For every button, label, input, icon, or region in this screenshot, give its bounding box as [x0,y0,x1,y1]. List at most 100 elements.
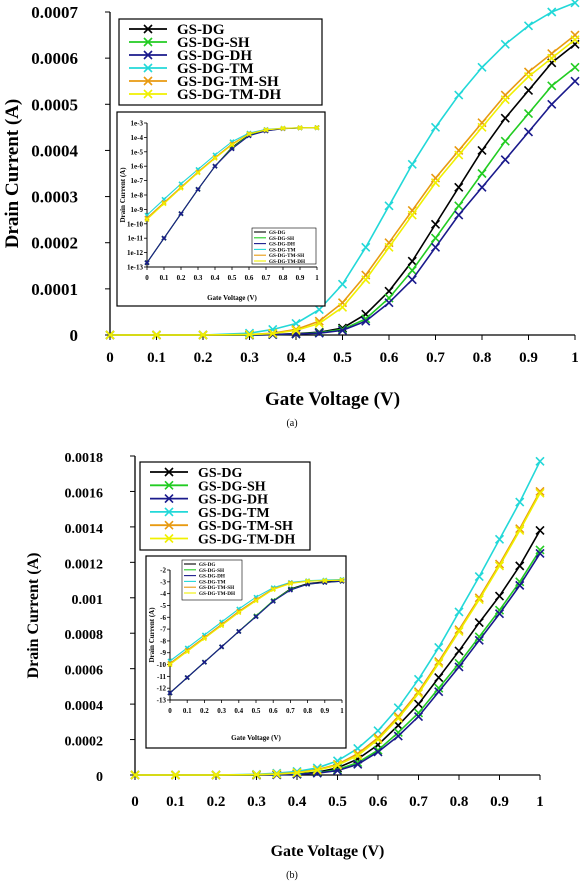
data-point-marker [570,76,580,86]
inset-data-point-marker [236,628,242,635]
inset-x-axis-label: Gate Voltage (V) [231,734,281,742]
inset-y-tick-label: 1e-11 [127,235,143,243]
inset-data-point-marker [263,127,269,133]
data-point-marker [477,168,487,179]
data-point-marker [535,486,545,497]
inset-legend-label: GS-DG-DH [199,574,225,580]
inset-series-gs-dg-tm-dh [167,577,345,668]
inset-data-point-marker [178,211,184,217]
y-tick-label: 0.0005 [31,95,78,114]
legend-item: GS-DG-TM [150,506,270,521]
data-point-marker [454,607,464,617]
inset-data-point-marker [195,170,201,176]
legend-item: GS-DG-TM-SH [129,74,279,90]
series-gs-dg-tm-dh [105,35,580,340]
inset-data-point-marker [270,586,276,593]
series-gs-dg-tm-dh [130,488,545,780]
data-point-marker [413,688,424,699]
inset-x-tick-label: 0.8 [279,274,288,282]
inset-y-tick-label: -9 [160,649,166,657]
legend-item: GS-DG [129,22,225,38]
inset-x-tick-label: 0.1 [183,707,192,715]
x-tick-label: 0.5 [328,794,347,810]
inset-x-tick-label: 1 [340,707,344,715]
legend-label: GS-DG-TM-SH [198,519,293,534]
legend-swatch-marker [143,50,153,60]
inset-chart: 0 0.1 0.2 0.3 0.4 0.5 0.6 0.7 0.8 0.9 1 1e-3 1e-4 1e-… [116,111,326,307]
inset-y-tick-label: 1e-7 [131,177,144,185]
data-point-marker [535,548,545,559]
inset-data-point-marker [184,647,190,653]
y-tick-label: 0.0008 [65,628,104,643]
inset-data-point-marker [270,598,276,604]
x-axis-label: Gate Voltage (V) [265,389,400,410]
y-tick-label: 0.0004 [65,699,104,714]
legend-item: GS-DG-SH [129,35,250,51]
inset-data-point-marker [178,185,184,191]
data-point-marker [430,242,441,252]
data-point-marker [407,265,417,275]
inset-data-point-marker [144,260,150,266]
x-tick-label: 0.6 [369,794,388,810]
inset-data-point-marker [280,125,286,131]
inset-legend-label: GS-DG-TM-DH [199,591,235,597]
data-point-marker [454,626,464,637]
x-tick-label: 1 [571,350,579,366]
legend-box [139,461,311,551]
data-point-marker [454,210,464,220]
x-tick-label: 0.3 [240,350,259,366]
inset-legend-label: GS-DG-TM-SH [199,585,234,591]
inset-data-point-marker [161,201,167,207]
data-point-marker [570,62,580,72]
data-point-marker [393,727,403,738]
data-point-marker [353,759,363,769]
inset-data-point-marker [305,578,311,584]
data-point-marker [515,561,525,571]
data-point-marker [434,642,444,652]
data-point-marker [547,7,557,17]
inset-y-tick-label: 1e-3 [131,120,144,128]
data-point-marker [244,329,255,340]
inset-y-tick-label: -10 [157,661,167,669]
data-point-marker [393,720,403,730]
legend-swatch-marker [143,76,153,86]
inset-legend-label: GS-DG-TM-DH [269,259,305,265]
x-tick-label: 0.4 [288,794,307,810]
inset-data-point-marker [236,608,242,614]
inset-data-point-marker [246,131,252,137]
y-tick-label: 0.0002 [65,735,104,750]
x-tick-label: 0.6 [380,350,399,366]
inset-y-tick-label: 1e-10 [127,220,143,228]
data-point-marker [500,155,510,165]
inset-y-tick-label: -13 [157,697,167,705]
data-point-marker [244,328,255,338]
data-point-marker [413,708,424,718]
inset-legend-item: GS-DG [254,230,285,236]
inset-x-tick-label: 1 [315,274,319,282]
inset-data-point-marker [201,635,207,642]
data-point-marker [393,703,403,713]
inset-data-point-marker [212,163,218,169]
series-line [135,492,541,776]
data-point-marker [515,525,525,535]
data-point-marker [500,95,510,105]
inset-legend: GS-DGGS-DG-SHGS-DG-DHGS-DG-TMGS-DG-TM-SH… [181,559,243,601]
inset-legend-item: GS-DG-TM-DH [254,259,305,265]
data-point-marker [570,35,580,45]
inset-data-point-marker [167,660,173,666]
inset-legend-item: GS-DG-TM [184,579,226,585]
legend-swatch-marker [164,494,174,504]
inset-y-tick-label: -11 [157,673,166,681]
data-point-marker [413,699,424,709]
panel-caption: (a) [286,418,297,429]
inset-data-point-marker [167,690,173,696]
inset-data-point-marker [184,648,190,655]
inset-x-tick-label: 0.2 [200,707,209,715]
data-point-marker [547,53,557,63]
data-point-marker [454,201,464,211]
inset-legend-item: GS-DG-SH [254,236,294,242]
y-tick-label: 0.001 [72,593,104,608]
legend-label: GS-DG-DH [177,48,252,64]
x-axis-label: Gate Voltage (V) [271,843,385,860]
